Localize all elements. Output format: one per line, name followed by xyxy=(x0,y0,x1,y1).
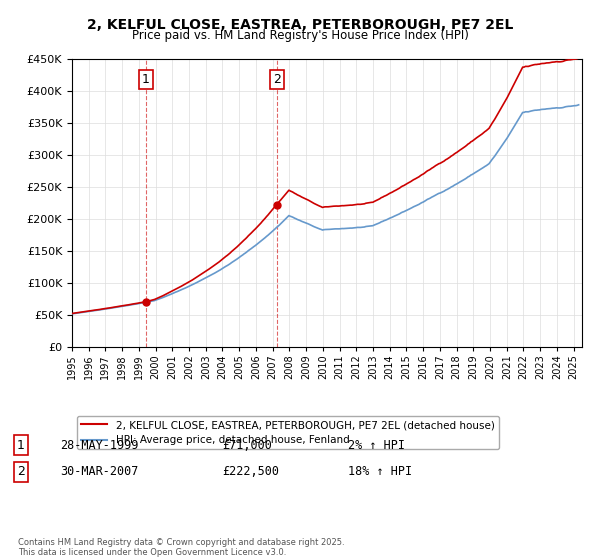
Text: £71,000: £71,000 xyxy=(222,438,272,452)
Text: 28-MAY-1999: 28-MAY-1999 xyxy=(60,438,139,452)
Text: 2, KELFUL CLOSE, EASTREA, PETERBOROUGH, PE7 2EL: 2, KELFUL CLOSE, EASTREA, PETERBOROUGH, … xyxy=(87,18,513,32)
Text: £222,500: £222,500 xyxy=(222,465,279,478)
Text: 2: 2 xyxy=(273,73,281,86)
Text: 1: 1 xyxy=(142,73,149,86)
Legend: 2, KELFUL CLOSE, EASTREA, PETERBOROUGH, PE7 2EL (detached house), HPI: Average p: 2, KELFUL CLOSE, EASTREA, PETERBOROUGH, … xyxy=(77,416,499,449)
Text: 30-MAR-2007: 30-MAR-2007 xyxy=(60,465,139,478)
Text: 2: 2 xyxy=(17,465,25,478)
Text: 1: 1 xyxy=(17,438,25,452)
Text: Price paid vs. HM Land Registry's House Price Index (HPI): Price paid vs. HM Land Registry's House … xyxy=(131,29,469,42)
Text: 2% ↑ HPI: 2% ↑ HPI xyxy=(348,438,405,452)
Text: Contains HM Land Registry data © Crown copyright and database right 2025.
This d: Contains HM Land Registry data © Crown c… xyxy=(18,538,344,557)
Text: 18% ↑ HPI: 18% ↑ HPI xyxy=(348,465,412,478)
